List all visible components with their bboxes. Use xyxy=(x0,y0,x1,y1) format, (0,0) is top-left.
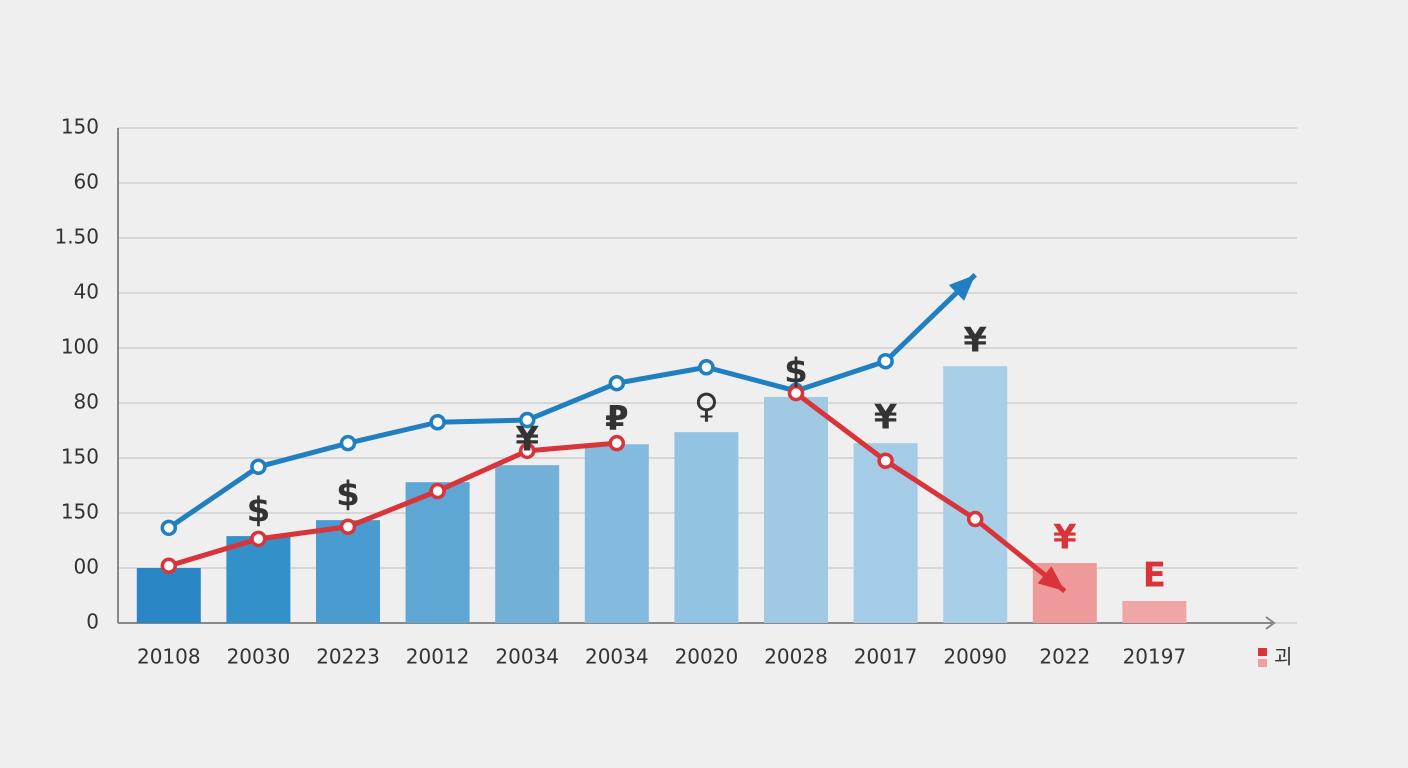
line-marker xyxy=(339,518,357,535)
bar xyxy=(136,568,201,623)
line-marker xyxy=(429,414,446,431)
line-marker xyxy=(518,442,536,460)
y-tick-label: 150 xyxy=(61,500,99,524)
line-marker xyxy=(608,434,626,452)
x-tick-label: 20020 xyxy=(675,645,739,669)
x-tick-label: 20108 xyxy=(137,645,201,669)
bar-symbol: ¥ xyxy=(874,398,898,438)
y-tick-label: 80 xyxy=(74,390,99,414)
legend-label: 괴 xyxy=(1274,645,1292,669)
legend-swatch xyxy=(1258,659,1267,667)
bar xyxy=(226,536,291,623)
y-tick-label: 150 xyxy=(61,445,99,469)
bar xyxy=(1122,601,1187,623)
line-marker xyxy=(160,519,178,537)
bar-symbol: $ xyxy=(336,475,360,515)
x-tick-label: 20017 xyxy=(854,645,918,669)
x-tick-label: 20034 xyxy=(585,645,649,669)
bar-symbol: ¥ xyxy=(1053,518,1077,558)
x-tick-label: 20030 xyxy=(227,645,291,669)
y-tick-label: 40 xyxy=(74,280,99,304)
x-tick-label: 2022 xyxy=(1039,645,1090,669)
line-marker xyxy=(787,384,805,402)
bar-symbol: ¥ xyxy=(963,321,987,361)
line-marker xyxy=(250,530,267,548)
arrow-head xyxy=(1037,566,1065,592)
bar xyxy=(674,432,739,623)
bar-symbol: $ xyxy=(784,351,808,391)
bar xyxy=(853,443,918,623)
bar-symbol: $ xyxy=(247,491,271,531)
line xyxy=(168,391,1067,594)
y-tick-label: 60 xyxy=(74,170,99,194)
line-marker xyxy=(250,458,267,476)
line-marker xyxy=(877,352,894,370)
bar xyxy=(316,520,380,623)
bar xyxy=(495,465,560,623)
line-marker xyxy=(160,557,178,575)
x-tick-label: 20197 xyxy=(1123,645,1187,669)
bar-symbol: E xyxy=(1143,556,1166,596)
line-marker xyxy=(698,359,715,376)
y-tick-label: 100 xyxy=(61,335,99,359)
line-marker xyxy=(429,482,446,500)
y-tick-label: 0 xyxy=(86,610,99,634)
bar xyxy=(764,396,828,623)
bar-symbol: ♀ xyxy=(694,387,719,427)
x-tick-label: 20090 xyxy=(943,645,1007,669)
y-tick-label: 1.50 xyxy=(54,225,99,249)
bar xyxy=(405,482,470,623)
line-marker xyxy=(966,510,984,528)
line-marker xyxy=(339,434,357,452)
arrow-head xyxy=(948,274,976,301)
line-marker xyxy=(877,452,894,469)
x-tick-label: 20223 xyxy=(316,645,380,669)
line-marker xyxy=(608,374,626,392)
legend-swatch xyxy=(1258,648,1267,656)
bar-symbol: ₽ xyxy=(605,399,629,439)
x-tick-label: 20028 xyxy=(764,645,828,669)
bar xyxy=(943,366,1008,623)
y-tick-label: 00 xyxy=(74,555,99,579)
x-tick-label: 20034 xyxy=(495,645,559,669)
bar-symbol: ¥ xyxy=(515,420,539,460)
line-marker xyxy=(518,411,536,429)
x-axis-arrow xyxy=(1265,616,1276,630)
line xyxy=(167,273,977,530)
bar xyxy=(584,444,649,623)
x-tick-label: 20012 xyxy=(406,645,470,669)
y-tick-label: 150 xyxy=(61,115,99,139)
